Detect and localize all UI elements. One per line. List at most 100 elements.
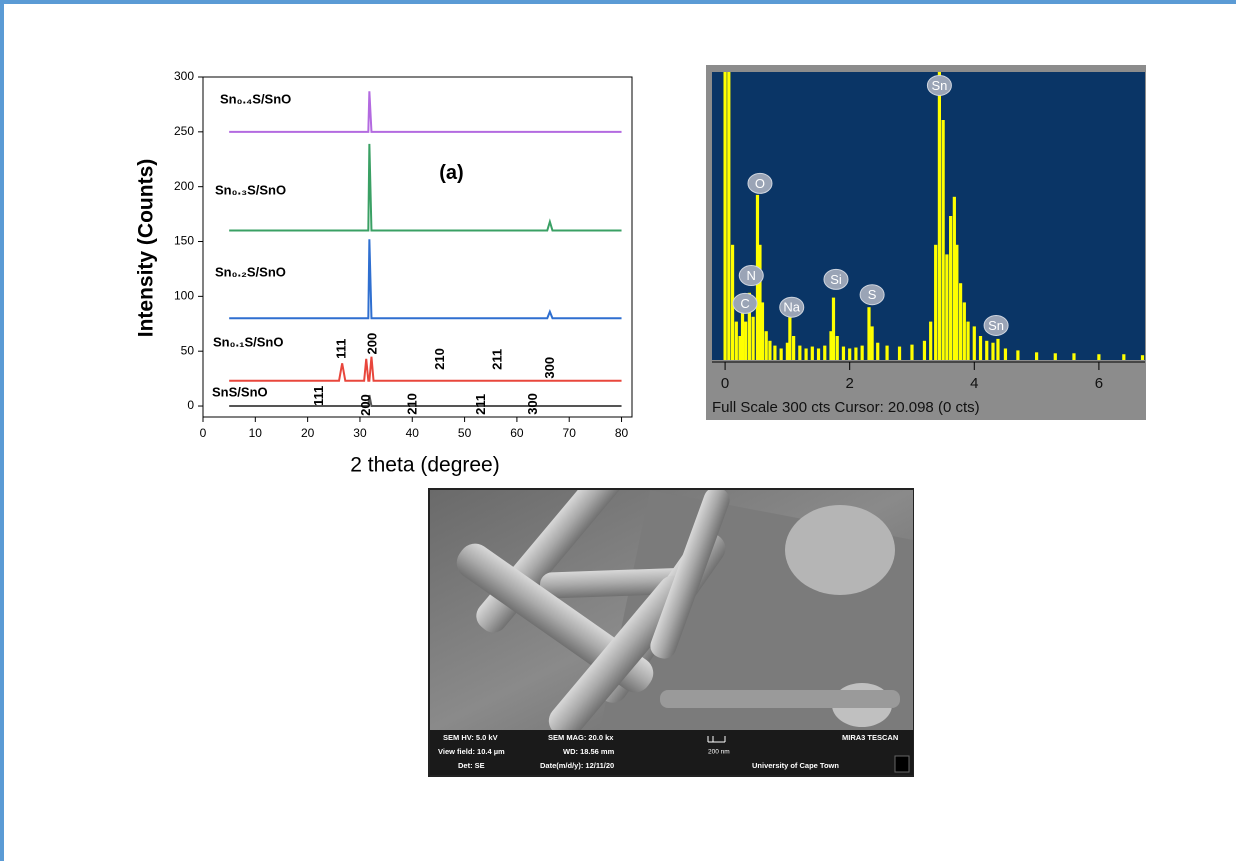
peak-label: 211 bbox=[490, 349, 505, 370]
peak-label: 111 bbox=[311, 386, 326, 406]
bar bbox=[885, 346, 888, 360]
bar bbox=[1016, 350, 1019, 360]
bar bbox=[1141, 355, 1144, 360]
y-axis-label: Intensity (Counts) bbox=[135, 159, 158, 338]
element-label: C bbox=[740, 296, 749, 311]
bar bbox=[780, 348, 783, 360]
x-tick-label: 0 bbox=[200, 426, 207, 440]
bar bbox=[985, 341, 988, 360]
bar bbox=[1035, 352, 1038, 360]
series-line bbox=[229, 144, 621, 231]
peak-label: 300 bbox=[525, 393, 540, 415]
x-tick-label: 60 bbox=[510, 426, 524, 440]
bar bbox=[929, 322, 932, 360]
x-tick-label: 20 bbox=[301, 426, 315, 440]
bar bbox=[804, 348, 807, 360]
y-tick-label: 150 bbox=[174, 234, 194, 248]
legend-label: SnS/SnO bbox=[212, 384, 268, 399]
element-label: S bbox=[868, 287, 877, 302]
element-label: Sn bbox=[988, 318, 1004, 333]
series-line bbox=[229, 239, 621, 318]
peak-label: 111 bbox=[334, 339, 349, 359]
bar bbox=[836, 336, 839, 360]
sem-particle bbox=[785, 505, 895, 595]
xrd-chart: 2 theta (degree) Intensity (Counts) SnS/… bbox=[135, 69, 632, 476]
bar bbox=[1072, 353, 1075, 360]
x-tick-label: 80 bbox=[615, 426, 629, 440]
bar bbox=[752, 317, 755, 360]
peak-label: 210 bbox=[432, 348, 447, 370]
plot-frame bbox=[203, 77, 632, 417]
x-tick-label: 4 bbox=[970, 375, 978, 392]
sem-rod bbox=[660, 690, 900, 708]
bar bbox=[959, 283, 962, 360]
bar bbox=[1122, 354, 1125, 360]
bar bbox=[910, 345, 913, 360]
bar bbox=[1004, 348, 1007, 360]
x-tick-label: 10 bbox=[249, 426, 263, 440]
bar bbox=[792, 336, 795, 360]
peak-label: 211 bbox=[473, 394, 488, 415]
bar bbox=[898, 347, 901, 360]
bar bbox=[867, 307, 870, 360]
x-axis-label: 2 theta (degree) bbox=[350, 454, 499, 477]
element-label: N bbox=[747, 268, 756, 283]
bar bbox=[773, 346, 776, 360]
bar bbox=[848, 348, 851, 360]
figure: 2 theta (degree) Intensity (Counts) SnS/… bbox=[0, 0, 1236, 861]
page: {"chart_data": [ {"type": "line", "x_lab… bbox=[0, 0, 1236, 866]
bar bbox=[744, 322, 747, 360]
sem-info: Det: SE bbox=[458, 761, 485, 770]
bar bbox=[973, 326, 976, 360]
plot-background bbox=[712, 72, 1145, 360]
x-tick-label: 30 bbox=[353, 426, 367, 440]
bar bbox=[854, 348, 857, 360]
bar bbox=[934, 245, 937, 360]
y-tick-label: 300 bbox=[174, 69, 194, 83]
x-tick-label: 50 bbox=[458, 426, 472, 440]
bar bbox=[923, 341, 926, 360]
element-label: Si bbox=[830, 272, 842, 287]
bar bbox=[945, 254, 948, 360]
bar bbox=[938, 72, 941, 360]
bar bbox=[1097, 354, 1100, 360]
bar bbox=[823, 346, 826, 360]
sem-info: MIRA3 TESCAN bbox=[842, 733, 898, 742]
sem-info: WD: 18.56 mm bbox=[563, 747, 615, 756]
y-tick-label: 200 bbox=[174, 179, 194, 193]
eds-footer: Full Scale 300 cts Cursor: 20.098 (0 cts… bbox=[712, 399, 980, 416]
bar bbox=[955, 245, 958, 360]
bar bbox=[761, 302, 764, 360]
bar bbox=[768, 341, 771, 360]
peak-label: 300 bbox=[542, 357, 557, 379]
bar bbox=[996, 339, 999, 360]
bar bbox=[963, 302, 966, 360]
x-tick-label: 6 bbox=[1095, 375, 1103, 392]
bar bbox=[798, 346, 801, 360]
x-tick-label: 70 bbox=[563, 426, 577, 440]
bar bbox=[1054, 353, 1057, 360]
bar bbox=[811, 347, 814, 360]
bar bbox=[727, 72, 730, 360]
bar bbox=[788, 317, 791, 360]
bar bbox=[966, 322, 969, 360]
sem-info: SEM HV: 5.0 kV bbox=[443, 733, 498, 742]
x-tick-label: 2 bbox=[846, 375, 854, 392]
sem-info: SEM MAG: 20.0 kx bbox=[548, 733, 614, 742]
series-line bbox=[229, 357, 621, 381]
y-tick-label: 0 bbox=[187, 398, 194, 412]
element-label: Sn bbox=[931, 78, 947, 93]
sem-info: Date(m/d/y): 12/11/20 bbox=[540, 761, 614, 770]
peak-label: 200 bbox=[364, 333, 379, 355]
bar bbox=[979, 336, 982, 360]
bar bbox=[735, 322, 738, 360]
bar bbox=[876, 343, 879, 360]
bar bbox=[991, 343, 994, 360]
bar bbox=[832, 298, 835, 360]
bar bbox=[817, 348, 820, 360]
element-label: Na bbox=[783, 300, 800, 315]
legend-label: Sn₀.₄S/SnO bbox=[220, 91, 291, 106]
peak-label: 200 bbox=[358, 394, 373, 416]
legend-label: Sn₀.₃S/SnO bbox=[215, 182, 286, 197]
